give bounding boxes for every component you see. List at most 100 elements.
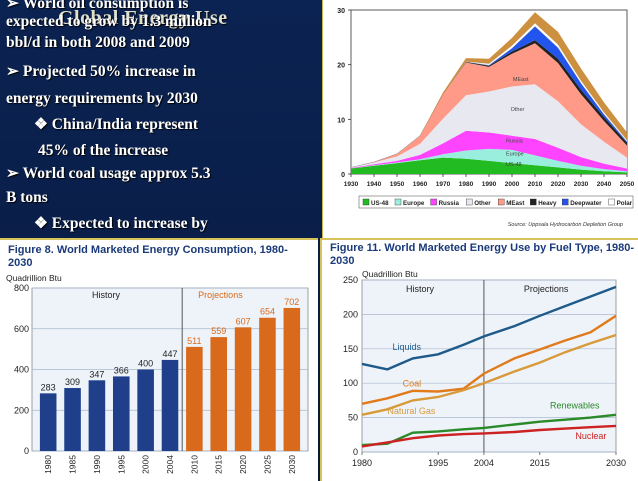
figure-8-panel: Figure 8. World Marketed Energy Consumpt…	[0, 238, 318, 481]
x-tick-label: 1980	[352, 458, 372, 468]
x-tick-label: 1990	[92, 455, 102, 474]
figure-11-title: Figure 11. World Marketed Energy Use by …	[330, 242, 635, 267]
x-tick-label: 1985	[68, 455, 78, 474]
x-tick-label: 2020	[551, 181, 566, 188]
series-label: Renewables	[550, 401, 600, 411]
x-tick-label: 1995	[116, 455, 126, 474]
area-label: Other	[511, 107, 525, 113]
legend-label: MEast	[506, 200, 524, 207]
area-label: Russia	[506, 138, 524, 144]
legend-label: Deepwater	[570, 200, 602, 207]
figure-11-panel: Figure 11. World Marketed Energy Use by …	[320, 238, 638, 481]
area-russia	[351, 130, 627, 172]
x-tick-label: 1990	[482, 181, 497, 188]
series-label: Natural Gas	[387, 406, 436, 416]
figure-8-title: Figure 8. World Marketed Energy Consumpt…	[8, 244, 288, 269]
x-tick-label: 2000	[141, 455, 151, 474]
x-tick-label: 2030	[574, 181, 589, 188]
slide-title: Global Energy Use	[58, 7, 228, 29]
bar	[186, 346, 203, 451]
slide-text-line: B tons	[6, 189, 48, 206]
series-label: Liquids	[392, 342, 421, 352]
x-tick-label: 2020	[238, 455, 248, 474]
y-tick-label: 600	[14, 324, 29, 334]
legend-swatch	[394, 198, 402, 206]
y-tick-label: 150	[343, 344, 358, 354]
x-tick-label: 1980	[459, 181, 474, 188]
area-polar	[350, 22, 628, 168]
slide-text-line: expected to grow by 1.3 million	[6, 13, 212, 30]
y-tick-label: 30	[337, 8, 345, 15]
y-tick-label: 20	[337, 63, 345, 70]
y-tick-label: 0	[24, 446, 29, 456]
bar	[283, 307, 301, 451]
legend-label: Europe	[403, 200, 425, 207]
y-tick-label: 800	[14, 283, 29, 293]
x-tick-label: 1995	[428, 458, 448, 468]
area-europe	[351, 148, 627, 173]
bar-value-label: 511	[187, 336, 201, 346]
x-tick-label: 2015	[530, 458, 550, 468]
bar-value-label: 400	[138, 359, 153, 369]
area-label: US-48	[506, 162, 522, 168]
series-label: Coal	[403, 379, 422, 389]
bar-value-label: 559	[211, 326, 226, 336]
slide-text-line: ➢ Projected 50% increase in	[6, 63, 196, 80]
y-tick-label: 100	[343, 378, 358, 388]
x-tick-label: 1970	[436, 181, 451, 188]
legend-label: Polar	[617, 200, 633, 207]
bar	[161, 359, 179, 451]
projections-label: Projections	[524, 284, 569, 294]
y-tick-label: 50	[348, 413, 358, 423]
y-tick-label: 10	[337, 117, 345, 124]
energy-use-by-fuel-line-chart: 0 50 100 150 200 250 History Projections Liquids…	[343, 275, 626, 468]
y-tick-label: 0	[341, 172, 345, 179]
bar	[64, 388, 81, 451]
bar-value-label: 283	[41, 382, 56, 392]
bar	[137, 369, 154, 451]
slide-text-line: ➢ World coal usage approx 5.3	[6, 165, 211, 182]
area-meast	[351, 43, 627, 168]
bar	[112, 376, 130, 451]
series-line-nuclear	[361, 424, 617, 448]
slide-text-line: ❖ China/India represent	[34, 116, 199, 133]
plot-area	[361, 279, 617, 453]
area-us-48	[351, 157, 627, 174]
area-other	[351, 84, 627, 169]
legend-swatch	[497, 198, 505, 206]
x-tick-label: 2000	[505, 181, 520, 188]
legend-swatch	[362, 198, 370, 206]
area-label: Europe	[506, 151, 524, 157]
history-label: History	[92, 290, 121, 300]
y-tick-label: 200	[14, 405, 29, 415]
y-tick-label: 0	[353, 447, 358, 457]
x-tick-label: 1930	[344, 181, 359, 188]
bar-value-label: 702	[284, 297, 299, 307]
legend-swatch	[465, 198, 473, 206]
x-tick-label: 1980	[43, 455, 53, 474]
series-line-coal	[361, 314, 617, 405]
history-label: History	[406, 284, 435, 294]
y-tick-label: 200	[343, 309, 358, 319]
x-tick-label: 2040	[597, 181, 612, 188]
chart-source: Source: Uppsala Hydrocarbon Depletion Gr…	[508, 222, 623, 228]
y-tick-label: 400	[14, 365, 29, 375]
bar	[210, 337, 228, 451]
figure-11-unit: Quadrillion Btu	[362, 269, 418, 279]
legend-label: Russia	[439, 200, 460, 207]
x-tick-label: 2030	[287, 455, 297, 474]
slide-text-panel: Global Energy Use ➢ World oil consumptio…	[0, 0, 322, 238]
bar	[88, 380, 106, 451]
legend-box	[358, 195, 634, 209]
slide-text-line: 45% of the increase	[38, 142, 169, 159]
legend-label: Heavy	[538, 200, 557, 207]
bar	[259, 317, 276, 451]
slide-text-line: ❖ Expected to increase by	[34, 215, 208, 232]
energy-consumption-bar-chart: 0 200 400 600 800 History Projections 283 1980 30…	[14, 283, 309, 474]
x-tick-label: 2030	[606, 458, 626, 468]
figure-8-unit: Quadrillion Btu	[6, 273, 62, 283]
x-tick-label: 2004	[474, 458, 494, 468]
slide-text-line: ➢ World oil consumption is	[6, 0, 189, 12]
x-tick-label: 2025	[262, 455, 272, 474]
